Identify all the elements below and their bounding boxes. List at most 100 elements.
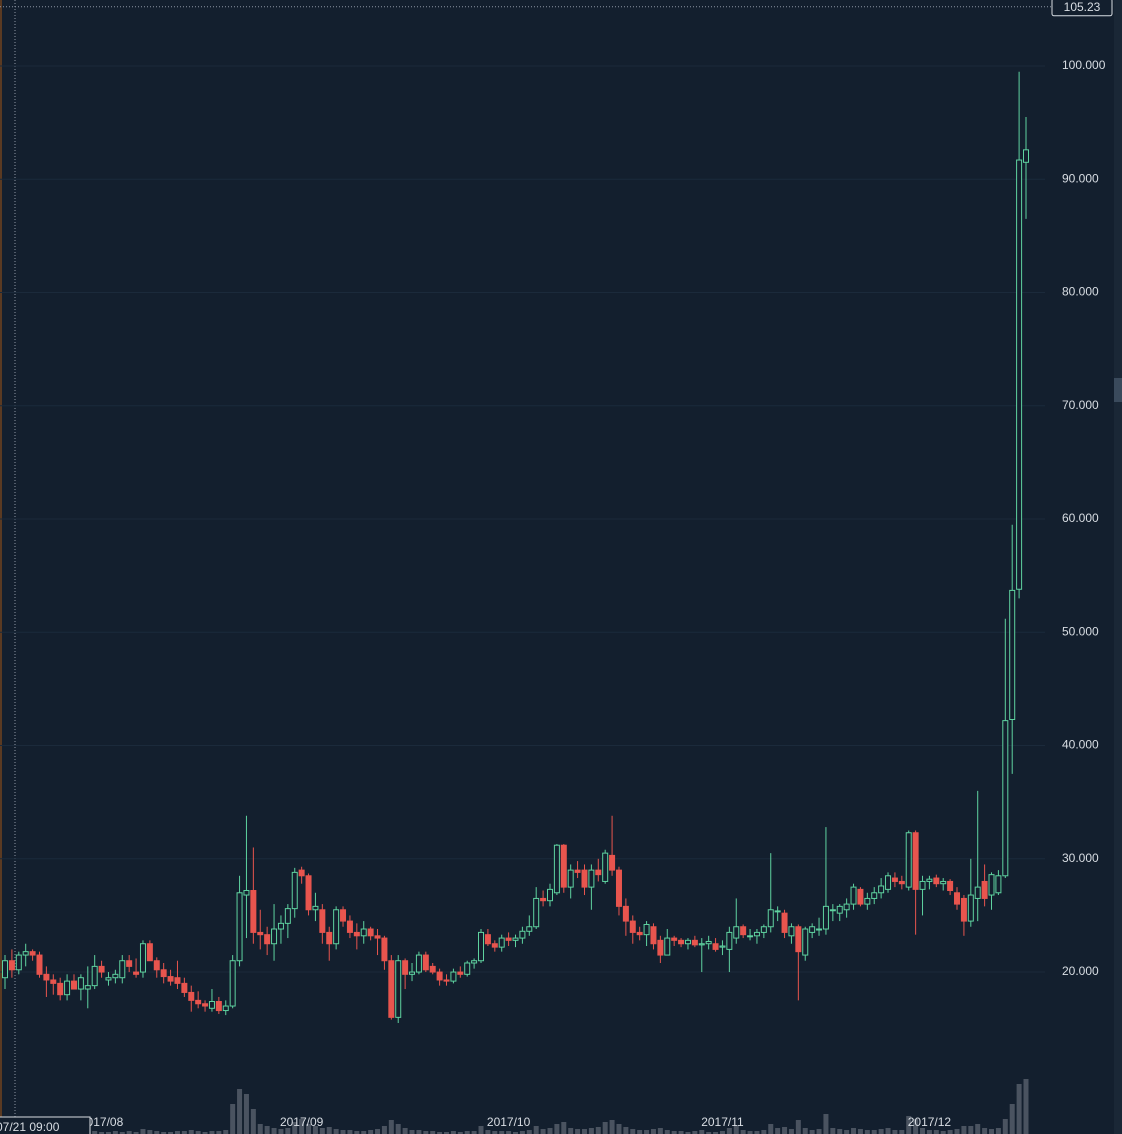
volume-bar [92, 1131, 98, 1134]
volume-bar [802, 1128, 808, 1134]
volume-bar [230, 1104, 236, 1134]
candle-body [684, 939, 691, 945]
volume-bar [554, 1124, 560, 1134]
candle-body [671, 937, 678, 941]
candle-body [540, 897, 547, 902]
volume-bar [830, 1128, 836, 1134]
candle-body [526, 926, 533, 932]
candle-body [126, 960, 133, 967]
volume-bar [844, 1130, 850, 1134]
scrollbar-thumb[interactable] [1114, 378, 1122, 402]
volume-bar [423, 1131, 429, 1134]
volume-bar [533, 1126, 539, 1134]
y-tick-label: 40.000 [1062, 738, 1099, 752]
candle-body [415, 954, 422, 973]
volume-bar [354, 1131, 360, 1134]
volume-bar [954, 1129, 960, 1134]
volume-bar [816, 1129, 822, 1134]
candle-body [505, 937, 512, 941]
volume-bar [775, 1128, 781, 1134]
candle-body [409, 971, 416, 975]
volume-bar [616, 1124, 622, 1134]
volume-bar [292, 1122, 298, 1134]
volume-bar [181, 1131, 187, 1134]
volume-bar [782, 1127, 788, 1134]
candle-body [885, 875, 892, 890]
volume-bar [299, 1119, 305, 1134]
candle-body [643, 923, 650, 936]
y-tick-label: 70.000 [1062, 398, 1099, 412]
crosshair-time-box [0, 1116, 91, 1134]
volume-bar [575, 1129, 581, 1134]
candle-body [954, 892, 961, 905]
candle-body [64, 980, 71, 996]
candle-body [726, 931, 733, 950]
candle-body [15, 954, 22, 971]
candle-body [195, 999, 202, 1005]
candle-body [905, 832, 912, 888]
volume-bar [119, 1132, 125, 1134]
candle-body [277, 922, 284, 930]
volume-bar [361, 1131, 367, 1134]
candle-body [512, 937, 519, 941]
volume-bar [257, 1124, 263, 1134]
volume-bar [168, 1132, 174, 1134]
candle-body [360, 928, 367, 937]
candle-body [57, 982, 64, 996]
volume-bar [209, 1131, 215, 1134]
candle-body [388, 960, 395, 1018]
candle-body [740, 926, 747, 936]
y-tick-label: 100.000 [1062, 58, 1106, 72]
volume-bar [899, 1130, 905, 1134]
candle-body [422, 954, 429, 971]
candle-body [236, 892, 243, 962]
volume-bar [223, 1130, 229, 1134]
candle-body [436, 971, 443, 981]
volume-bar [933, 1130, 939, 1134]
candle-body [312, 905, 319, 911]
candle-body [981, 880, 988, 899]
volume-bar [547, 1128, 553, 1134]
volume-bar [995, 1128, 1001, 1134]
candle-body [471, 960, 478, 964]
candle-body [8, 960, 15, 971]
volume-bar [1016, 1084, 1022, 1134]
candle-body [622, 905, 629, 922]
volume-bar [982, 1128, 988, 1134]
volume-bar [312, 1126, 318, 1134]
candle-body [429, 965, 436, 973]
y-tick-label: 60.000 [1062, 511, 1099, 525]
volume-bar [823, 1114, 829, 1134]
volume-bar [416, 1130, 422, 1134]
candle-body [333, 909, 340, 945]
candle-body [864, 897, 871, 905]
candle-body [967, 894, 974, 922]
candle-body [947, 880, 954, 892]
volume-bar [161, 1132, 167, 1134]
volume-bar [595, 1127, 601, 1134]
candle-body [381, 937, 388, 962]
volume-bar [188, 1130, 194, 1134]
candle-body [395, 960, 402, 1018]
candle-body [560, 844, 567, 888]
volume-bar [375, 1129, 381, 1134]
candle-body [940, 880, 947, 885]
volume-bar [706, 1132, 712, 1134]
volume-bar [885, 1128, 891, 1134]
candle-body [484, 934, 491, 945]
volume-bar [1009, 1104, 1015, 1134]
volume-bar [306, 1124, 312, 1134]
candle-body [546, 888, 553, 902]
volume-bar [878, 1129, 884, 1134]
volume-bar [333, 1129, 339, 1134]
candle-body [822, 905, 829, 930]
candle-body [974, 886, 981, 899]
volume-bar [154, 1131, 160, 1134]
candle-body [609, 854, 616, 871]
candle-body [229, 960, 236, 1007]
volume-bar [174, 1131, 180, 1134]
volume-bar [519, 1131, 525, 1134]
volume-bar [644, 1130, 650, 1134]
volume-bar [285, 1128, 291, 1134]
volume-bar [968, 1126, 974, 1134]
